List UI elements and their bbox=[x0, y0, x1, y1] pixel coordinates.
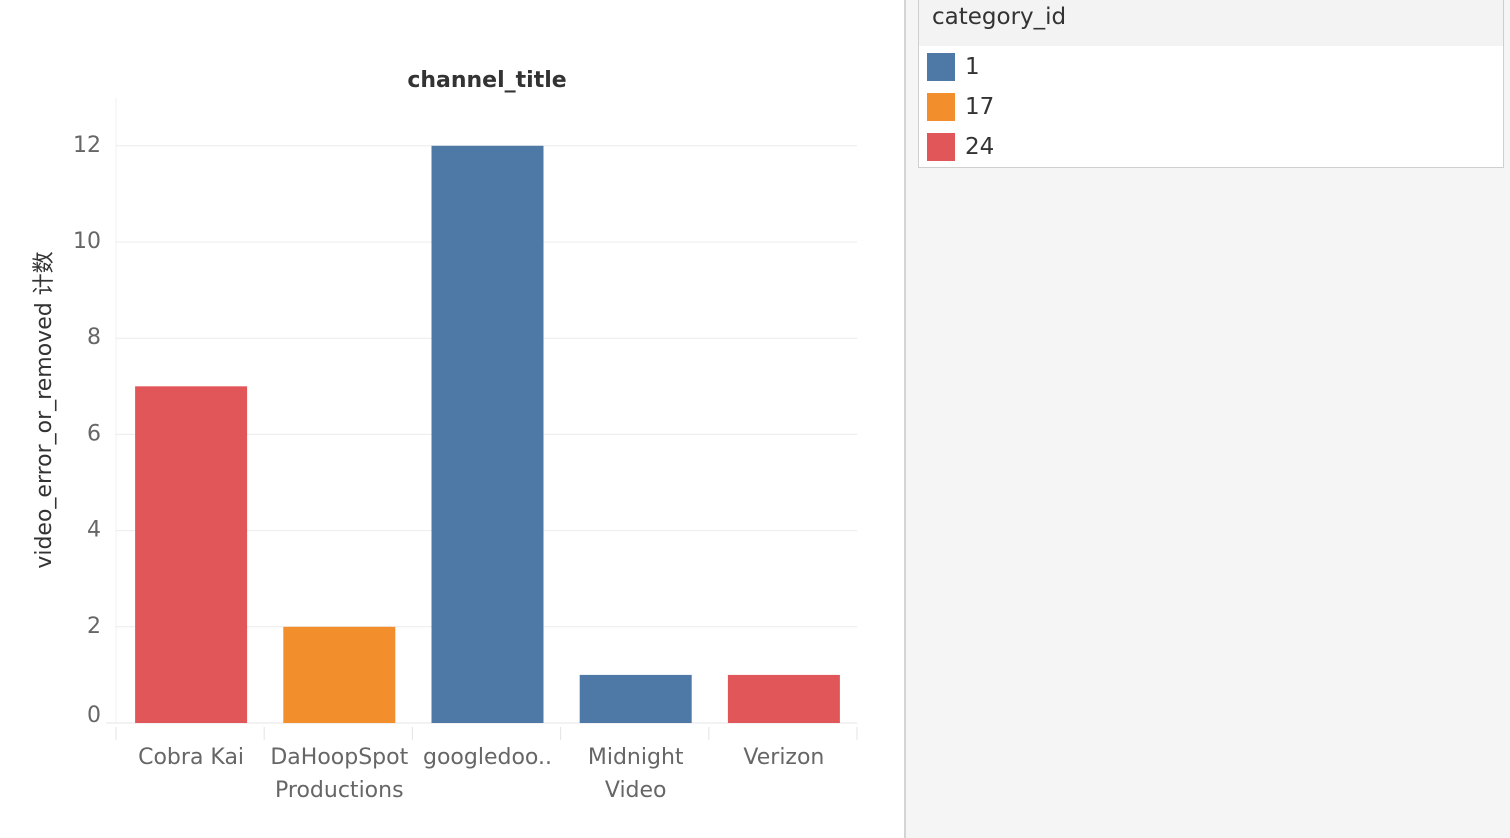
bar bbox=[135, 386, 248, 723]
bar bbox=[727, 674, 840, 723]
legend-item-1[interactable]: 1 bbox=[927, 53, 1227, 81]
y-tick-label: 0 bbox=[87, 703, 101, 728]
chart-title: channel_title bbox=[407, 68, 566, 93]
legend-item-24[interactable]: 24 bbox=[927, 133, 1227, 161]
x-tick-label: googledoo.. bbox=[423, 745, 552, 770]
bar bbox=[579, 674, 692, 723]
legend-item-17[interactable]: 17 bbox=[927, 93, 1227, 121]
legend-swatch bbox=[927, 93, 955, 121]
legend-label: 1 bbox=[965, 54, 980, 80]
y-axis-label: video_error_or_removed 计数 bbox=[32, 251, 57, 568]
legend-swatch bbox=[927, 133, 955, 161]
legend-label: 17 bbox=[965, 94, 995, 120]
pane-divider[interactable] bbox=[904, 0, 906, 838]
x-tick-label: Cobra Kai bbox=[138, 745, 244, 770]
y-tick-label: 12 bbox=[73, 133, 101, 158]
y-tick-label: 2 bbox=[87, 614, 101, 639]
legend: category_id 1 17 24 bbox=[918, 0, 1504, 168]
bar-chart: 0 2 4 6 8 10 12 video_error_or_removed 计数 channe… bbox=[32, 68, 858, 803]
x-tick-label: Productions bbox=[275, 778, 404, 803]
bar bbox=[431, 145, 544, 724]
y-tick-label: 6 bbox=[87, 421, 101, 446]
legend-label: 24 bbox=[965, 134, 995, 160]
legend-title: category_id bbox=[932, 4, 1067, 30]
x-tick-label: DaHoopSpot bbox=[270, 745, 408, 770]
x-tick-label: Video bbox=[605, 778, 667, 803]
legend-swatch bbox=[927, 53, 955, 81]
bar bbox=[283, 626, 396, 723]
x-tick-label: Midnight bbox=[588, 745, 684, 770]
chart-panel: 0 2 4 6 8 10 12 video_error_or_removed 计数 channe… bbox=[32, 68, 858, 803]
y-tick-label: 8 bbox=[87, 325, 101, 350]
y-tick-label: 4 bbox=[87, 518, 101, 543]
y-tick-label: 10 bbox=[73, 229, 101, 254]
x-tick-label: Verizon bbox=[743, 745, 824, 770]
legend-header: category_id bbox=[919, 0, 1503, 46]
